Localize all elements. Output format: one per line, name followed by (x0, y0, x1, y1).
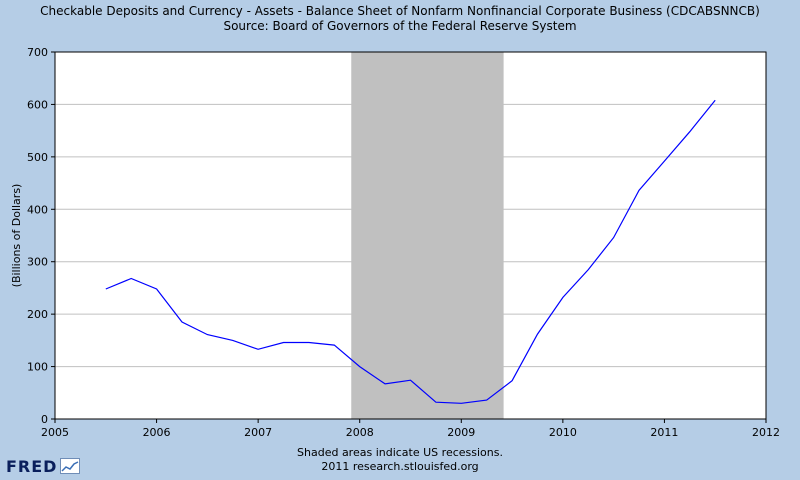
credit-line: 2011 research.stlouisfed.org (321, 460, 479, 473)
data-point (231, 339, 234, 342)
data-point (257, 348, 260, 351)
data-point (612, 236, 615, 239)
chart-source: Source: Board of Governors of the Federa… (223, 19, 577, 33)
y-tick-label: 100 (27, 361, 48, 374)
y-tick-label: 400 (27, 203, 48, 216)
data-point (282, 341, 285, 344)
data-point (307, 341, 310, 344)
x-tick-label: 2007 (244, 426, 272, 439)
y-tick-label: 500 (27, 151, 48, 164)
series-line (105, 99, 716, 404)
data-point (384, 382, 387, 385)
data-point (358, 365, 361, 368)
chart-title: Checkable Deposits and Currency - Assets… (40, 4, 760, 18)
data-point (511, 379, 514, 382)
y-tick-label: 600 (27, 98, 48, 111)
data-point (155, 287, 158, 290)
data-point (206, 333, 209, 336)
recession-note: Shaded areas indicate US recessions. (297, 446, 503, 459)
data-point (587, 268, 590, 271)
chart-mini-icon (60, 458, 81, 474)
data-point (409, 379, 412, 382)
x-tick-label: 2010 (549, 426, 577, 439)
data-point (434, 401, 437, 404)
data-point (688, 130, 691, 133)
x-tick-label: 2005 (41, 426, 69, 439)
y-tick-label: 700 (27, 46, 48, 59)
data-point (638, 189, 641, 192)
data-point (104, 287, 107, 290)
x-tick-label: 2008 (346, 426, 374, 439)
data-point (714, 99, 717, 102)
y-tick-label: 0 (41, 413, 48, 426)
chart-footer: Shaded areas indicate US recessions. 201… (0, 446, 800, 474)
data-point (333, 344, 336, 347)
data-point (130, 277, 133, 280)
fred-logo-text: FRED (6, 456, 58, 476)
y-axis-label: (Billions of Dollars) (10, 184, 23, 288)
chart-header: Checkable Deposits and Currency - Assets… (0, 4, 800, 34)
x-tick-label: 2006 (143, 426, 171, 439)
x-tick-label: 2011 (650, 426, 678, 439)
fred-logo: FRED (6, 456, 81, 476)
data-point (561, 296, 564, 299)
plot-border (54, 51, 767, 420)
data-point (663, 160, 666, 163)
data-point (460, 402, 463, 405)
y-tick-label: 200 (27, 308, 48, 321)
data-point (485, 399, 488, 402)
data-point (180, 321, 183, 324)
y-tick-label: 300 (27, 256, 48, 269)
recession-band (351, 52, 504, 419)
x-tick-label: 2012 (752, 426, 780, 439)
data-point (536, 333, 539, 336)
x-tick-label: 2009 (447, 426, 475, 439)
